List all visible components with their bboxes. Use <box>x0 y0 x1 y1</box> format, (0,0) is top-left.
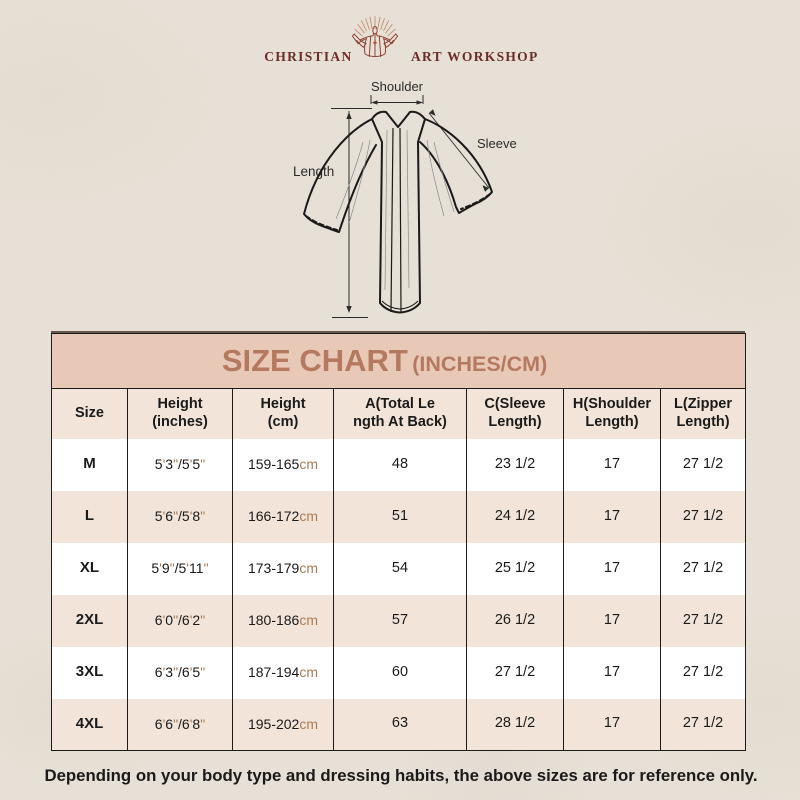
svg-text:Sleeve: Sleeve <box>477 136 517 151</box>
svg-text:Length: Length <box>293 164 334 179</box>
svg-text:Shoulder: Shoulder <box>371 79 424 94</box>
